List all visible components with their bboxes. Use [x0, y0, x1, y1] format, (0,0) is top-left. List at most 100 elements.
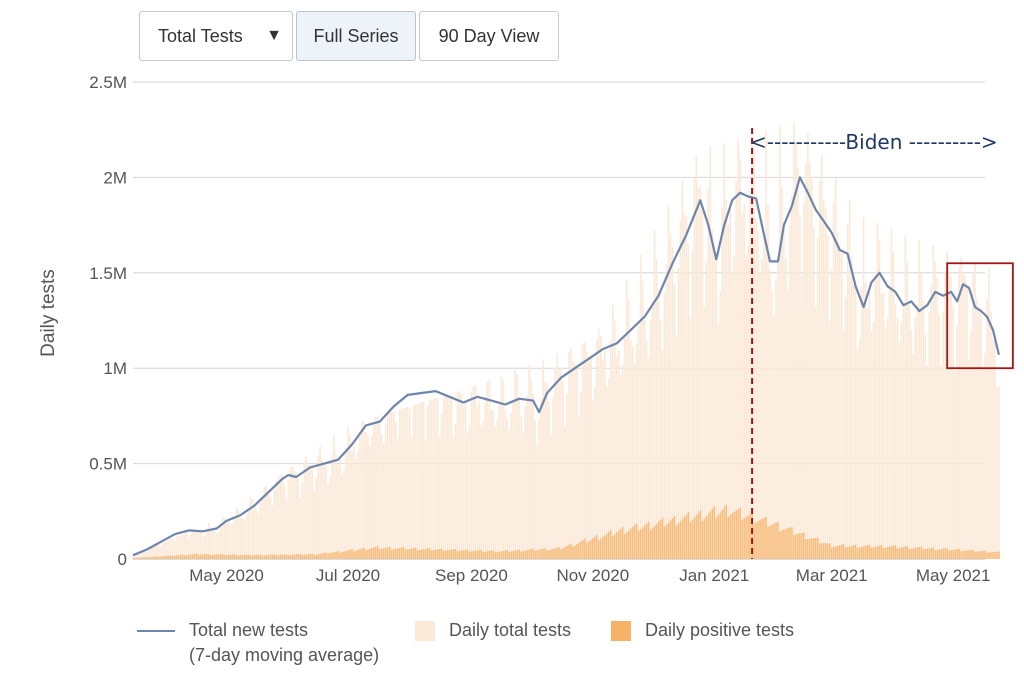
daily-total-bar — [701, 209, 704, 559]
daily-total-bar — [737, 140, 739, 560]
daily-total-bar — [385, 422, 387, 559]
daily-positive-bar — [440, 548, 443, 559]
daily-total-bar — [894, 303, 897, 559]
daily-positive-bar — [219, 554, 222, 559]
daily-total-bar — [807, 132, 809, 559]
daily-positive-bar — [299, 553, 302, 559]
daily-positive-bar — [542, 548, 544, 559]
daily-total-bar — [239, 516, 242, 559]
daily-positive-bar — [783, 529, 785, 559]
daily-total-bar — [170, 538, 172, 559]
daily-positive-bar — [392, 549, 395, 559]
y-tick-label: 0.5M — [89, 455, 127, 474]
daily-total-bar — [554, 367, 556, 559]
daily-positive-bar — [647, 521, 650, 559]
daily-total-bar — [416, 403, 419, 559]
daily-total-bar — [659, 319, 662, 559]
daily-positive-bar — [675, 525, 678, 559]
daily-total-bar — [404, 407, 407, 559]
daily-positive-bar — [444, 550, 447, 559]
daily-total-bar — [824, 207, 827, 559]
daily-positive-bar — [580, 541, 582, 559]
metric-select-label: Total Tests — [158, 25, 243, 46]
daily-positive-bar — [404, 549, 407, 559]
legend-item-daily-positive[interactable]: Daily positive tests — [611, 618, 794, 643]
metric-select[interactable]: Total Tests ▼ — [139, 11, 293, 61]
daily-total-bar — [363, 420, 365, 559]
daily-positive-bar — [669, 520, 672, 559]
daily-positive-bar — [621, 526, 624, 559]
daily-total-bar — [592, 400, 594, 559]
daily-total-bar — [683, 213, 686, 559]
daily-positive-bar — [351, 549, 353, 559]
daily-positive-bar — [414, 547, 417, 559]
daily-total-bar — [508, 430, 511, 559]
daily-total-bar — [944, 271, 946, 559]
daily-positive-bar — [586, 542, 588, 559]
daily-total-bar — [707, 189, 710, 559]
daily-positive-bar — [639, 529, 642, 559]
daily-total-bar — [235, 507, 238, 559]
daily-total-bar — [536, 445, 538, 559]
daily-total-bar — [787, 289, 789, 559]
daily-positive-bar — [450, 549, 453, 559]
daily-positive-bar — [480, 549, 483, 559]
daily-positive-bar — [430, 550, 433, 559]
daily-total-bar — [663, 292, 666, 559]
daily-positive-bar — [763, 517, 765, 559]
daily-total-bar — [669, 233, 672, 559]
daily-total-bar — [231, 522, 234, 559]
daily-positive-bar — [683, 516, 686, 559]
daily-total-bar — [494, 426, 497, 559]
daily-total-bar — [341, 474, 343, 559]
ninety-day-view-button[interactable]: 90 Day View — [419, 11, 559, 61]
daily-positive-bar — [745, 516, 747, 559]
daily-positive-bar — [811, 538, 813, 559]
daily-positive-bars — [132, 504, 1000, 559]
legend-item-moving-average[interactable]: Total new tests (7-day moving average) — [137, 618, 379, 668]
daily-positive-bar — [279, 554, 282, 559]
legend-item-daily-total[interactable]: Daily total tests — [415, 618, 571, 643]
daily-total-bar — [906, 262, 909, 559]
daily-total-bar — [187, 537, 190, 559]
daily-total-bar — [572, 361, 574, 559]
daily-positive-bar — [936, 549, 939, 559]
daily-positive-bar — [964, 550, 966, 559]
daily-positive-bar — [464, 549, 467, 559]
daily-positive-bar — [820, 543, 823, 559]
daily-positive-bar — [263, 555, 266, 559]
daily-positive-bar — [582, 540, 584, 559]
daily-positive-bar — [767, 526, 769, 559]
daily-total-bar — [510, 412, 513, 559]
daily-total-bar — [856, 348, 859, 559]
daily-total-bar — [534, 419, 536, 559]
daily-total-bar — [195, 529, 198, 559]
daily-positive-bar — [848, 546, 851, 559]
daily-total-bar — [540, 397, 542, 559]
daily-positive-bar — [661, 517, 664, 559]
daily-positive-bar — [484, 551, 487, 559]
daily-total-bar — [926, 365, 929, 559]
daily-positive-bar — [556, 547, 558, 559]
daily-total-bar — [886, 317, 889, 559]
daily-positive-bar — [552, 548, 554, 559]
daily-positive-bar — [323, 552, 325, 559]
daily-positive-bar — [691, 519, 694, 559]
x-tick-label: Sep 2020 — [435, 566, 508, 585]
daily-total-bar — [528, 364, 530, 559]
daily-positive-bar — [385, 547, 387, 559]
daily-positive-bar — [185, 555, 188, 559]
daily-positive-bar — [862, 546, 865, 559]
daily-positive-bar — [510, 551, 513, 559]
daily-total-bar — [392, 411, 395, 559]
full-series-button[interactable]: Full Series — [296, 11, 416, 61]
daily-total-bar — [779, 126, 781, 559]
daily-total-bar — [826, 234, 829, 559]
daily-total-bar — [735, 180, 737, 559]
daily-total-bar — [199, 531, 202, 559]
daily-total-bar — [822, 200, 825, 559]
daily-positive-bar — [568, 544, 570, 559]
daily-total-bar — [134, 554, 136, 559]
daily-total-bar — [850, 256, 853, 559]
daily-total-bar — [703, 305, 706, 559]
